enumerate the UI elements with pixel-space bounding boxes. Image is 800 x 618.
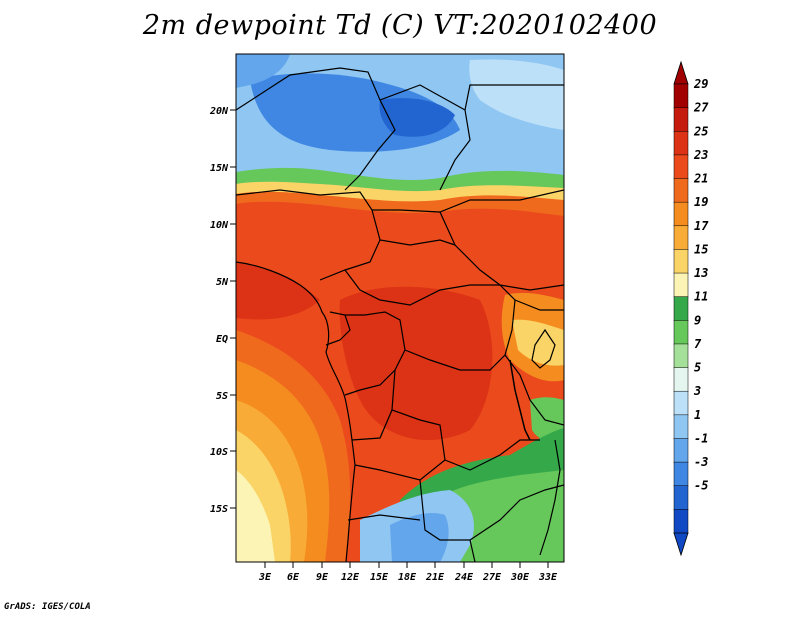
lon-label: 18E — [398, 572, 417, 583]
colorbar-swatch — [673, 131, 689, 156]
field-sw-13 — [236, 470, 275, 562]
field-south-1 — [390, 513, 449, 562]
colorbar-label: 7 — [694, 337, 702, 351]
lon-label: 27E — [482, 572, 502, 583]
colorbar-label: 11 — [694, 290, 708, 304]
lat-label: 5N — [216, 277, 229, 288]
colorbar-swatch — [673, 296, 689, 322]
colorbar-swatch — [673, 461, 689, 487]
colorbar-top-arrow — [673, 60, 689, 85]
colorbar-swatch — [673, 249, 689, 274]
lon-label: 15E — [370, 572, 389, 583]
lon-axis: 3E 6E 9E 12E 15E 18E 21E 24E 27E 30E 33E — [258, 562, 558, 583]
map-frame — [235, 53, 565, 563]
colorbar-label: 23 — [693, 148, 708, 162]
lon-label: 12E — [341, 572, 360, 583]
lon-label: 21E — [425, 572, 445, 583]
colorbar-label: 29 — [693, 77, 708, 91]
colorbar-swatch — [673, 390, 689, 416]
colorbar-label: -5 — [694, 479, 708, 493]
lat-label: 10N — [210, 220, 229, 231]
colorbar-swatch — [673, 154, 689, 180]
colorbar-swatch — [673, 107, 689, 133]
colorbar-label: 25 — [693, 124, 708, 138]
lat-label: 15N — [210, 163, 229, 174]
colorbar-label: 27 — [693, 101, 709, 115]
chart-title: 2m dewpoint Td (C) VT:2020102400 — [142, 10, 658, 41]
lat-label: 20N — [209, 106, 229, 117]
lat-label: 5S — [216, 391, 228, 402]
lon-label: 6E — [287, 572, 300, 583]
colorbar-label: 5 — [694, 361, 701, 375]
lon-label: 9E — [316, 572, 329, 583]
lon-label: 24E — [454, 572, 474, 583]
lon-label: 30E — [510, 572, 530, 583]
lon-label: 3E — [258, 572, 272, 583]
colorbar-swatch — [673, 485, 689, 511]
colorbar-bottom-arrow — [673, 532, 689, 557]
coastline — [236, 261, 356, 562]
field-ne-5 — [469, 59, 564, 130]
lat-label: 10S — [210, 447, 228, 458]
colorbar-swatch — [673, 201, 689, 227]
lat-axis: 20N 15N 10N 5N EQ 5S 10S 15S — [209, 106, 236, 515]
country-borders — [236, 67, 564, 562]
field-sahara-minus5 — [379, 98, 455, 137]
lat-label: 15S — [210, 504, 228, 515]
colorbar-label: 13 — [694, 266, 708, 280]
colorbar-swatch — [673, 414, 689, 440]
colorbar-swatch — [673, 83, 689, 109]
colorbar-label: 17 — [694, 219, 709, 233]
colorbar-swatch — [673, 367, 689, 392]
colorbar-label: 9 — [694, 313, 701, 327]
field-east-15 — [512, 319, 564, 366]
colorbar-label: 19 — [694, 195, 708, 209]
colorbar-label: 21 — [693, 172, 708, 186]
colorbar-swatch — [673, 438, 689, 463]
colorbar-label: 15 — [694, 242, 708, 256]
colorbar-swatch — [673, 272, 689, 298]
colorbar-label: 3 — [693, 384, 701, 398]
field-coast-25 — [236, 262, 320, 320]
field-sahara-1 — [236, 54, 290, 88]
field-congo-25 — [339, 286, 493, 440]
colorbar-label: -3 — [694, 455, 708, 469]
lon-label: 33E — [538, 572, 558, 583]
field-east-9 — [530, 397, 564, 442]
colorbar-label: 1 — [694, 408, 701, 422]
colorbar-swatch — [673, 320, 689, 345]
colorbar-swatch — [673, 225, 689, 251]
lat-label: EQ — [216, 334, 228, 345]
dewpoint-field — [236, 54, 564, 562]
colorbar-swatch — [673, 178, 689, 203]
grads-credit: GrADS: IGES/COLA — [4, 602, 91, 612]
colorbar-label: -1 — [694, 431, 708, 445]
colorbar-swatch — [673, 509, 689, 534]
colorbar: 29 27 25 23 21 19 17 15 13 11 9 7 5 3 1 -1 -3 -5 — [673, 60, 709, 557]
colorbar-swatch — [673, 343, 689, 369]
